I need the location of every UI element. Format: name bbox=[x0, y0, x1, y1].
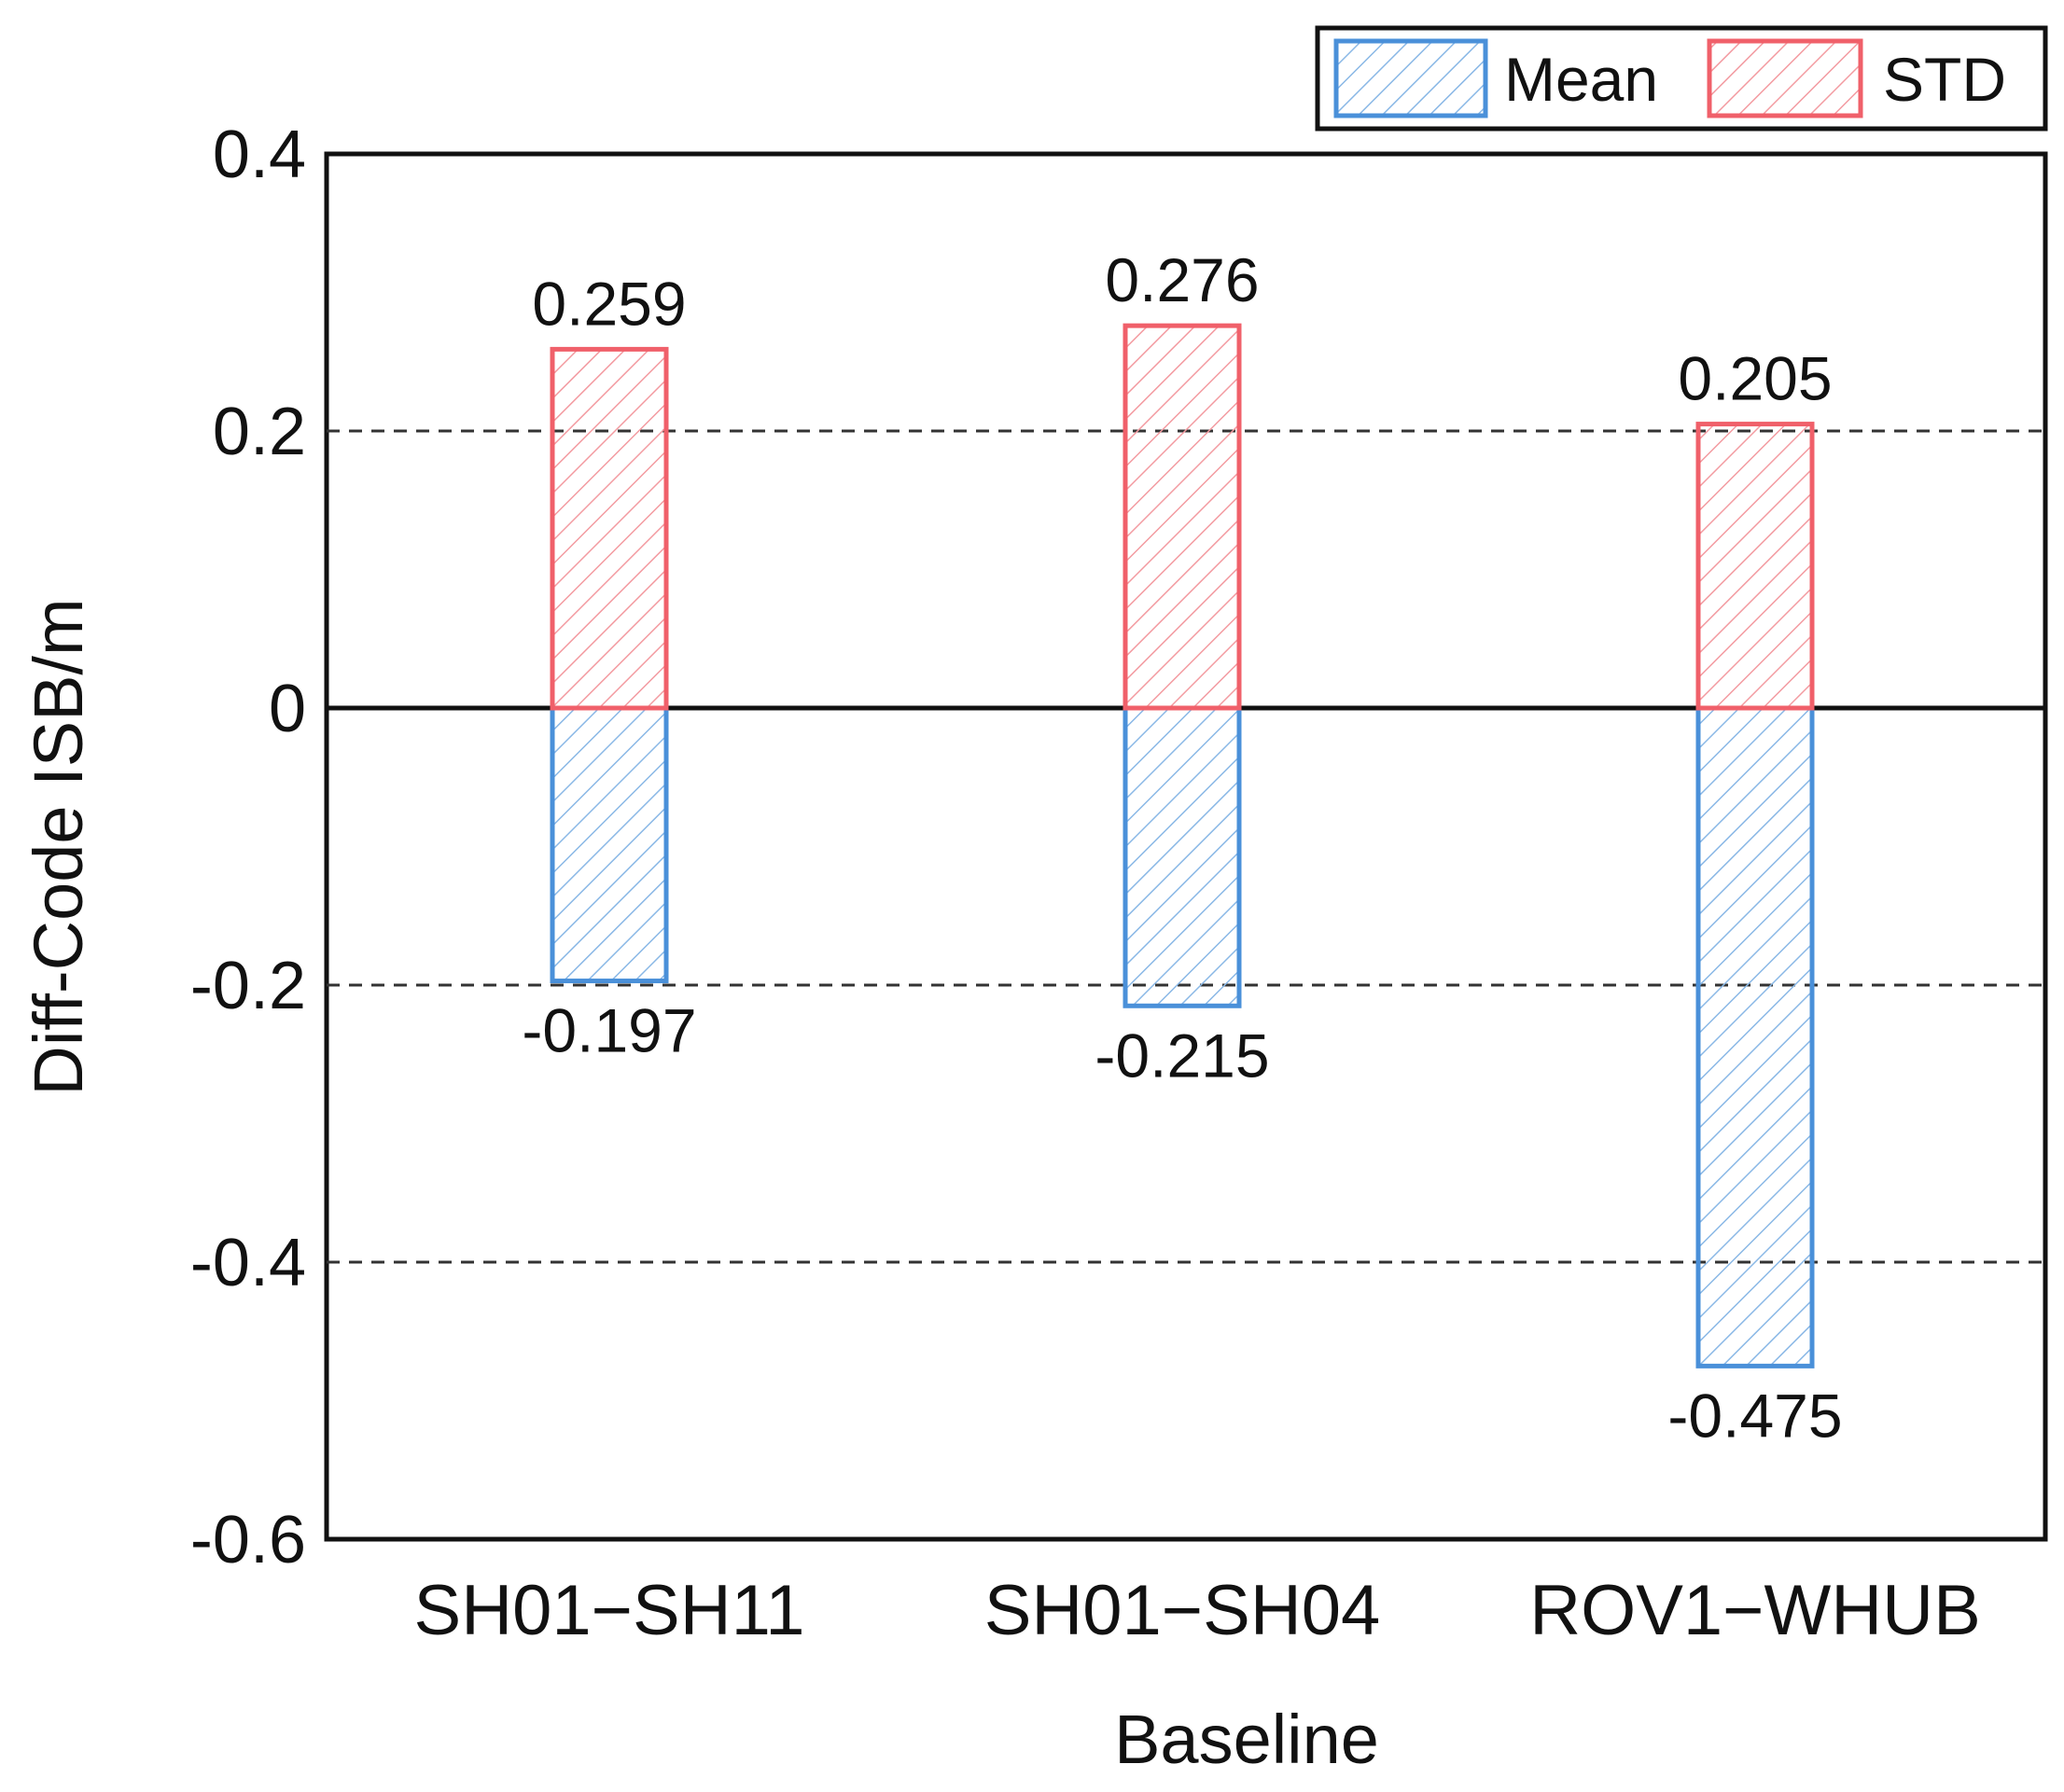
bar-mean bbox=[1695, 705, 1815, 1368]
y-tick-label: -0.6 bbox=[190, 1503, 306, 1577]
x-tick-label: SH01−SH11 bbox=[414, 1571, 805, 1650]
legend: Mean STD bbox=[1315, 25, 2048, 132]
data-label-mean: -0.197 bbox=[522, 996, 696, 1065]
data-labels: -0.197 0.259 -0.215 0.276 -0.475 0.205 bbox=[522, 245, 1842, 1450]
legend-swatch-std bbox=[1707, 38, 1863, 118]
bar-mean bbox=[1123, 705, 1242, 1008]
y-tick-labels: 0.4 0.2 0 -0.2 -0.4 -0.6 bbox=[190, 118, 306, 1577]
y-tick-label: 0.4 bbox=[213, 118, 306, 192]
y-tick-label: 0 bbox=[269, 672, 306, 746]
data-label-mean: -0.475 bbox=[1667, 1381, 1842, 1450]
bar-mean bbox=[550, 705, 669, 984]
x-axis-title: Baseline bbox=[1114, 1701, 1379, 1778]
legend-label-mean: Mean bbox=[1504, 45, 1658, 114]
legend-label-std: STD bbox=[1883, 45, 2006, 114]
data-label-std: 0.259 bbox=[532, 269, 686, 338]
legend-swatch-mean bbox=[1333, 38, 1488, 118]
bars-layer bbox=[550, 323, 1815, 1368]
data-label-std: 0.205 bbox=[1678, 344, 1832, 413]
bar-std bbox=[1695, 422, 1815, 711]
y-axis-title: Diff-Code ISB/m bbox=[20, 598, 97, 1095]
x-tick-label: ROV1−WHUB bbox=[1529, 1571, 1981, 1650]
y-tick-label: -0.4 bbox=[190, 1226, 306, 1300]
bar-std bbox=[550, 346, 669, 711]
data-label-std: 0.276 bbox=[1105, 245, 1259, 314]
bar-std bbox=[1123, 323, 1242, 711]
y-tick-label: -0.2 bbox=[190, 949, 306, 1023]
y-tick-label: 0.2 bbox=[213, 395, 306, 469]
x-tick-label: SH01−SH04 bbox=[984, 1571, 1381, 1650]
x-tick-labels: SH01−SH11 SH01−SH04 ROV1−WHUB bbox=[414, 1571, 1981, 1650]
data-label-mean: -0.215 bbox=[1095, 1021, 1269, 1090]
